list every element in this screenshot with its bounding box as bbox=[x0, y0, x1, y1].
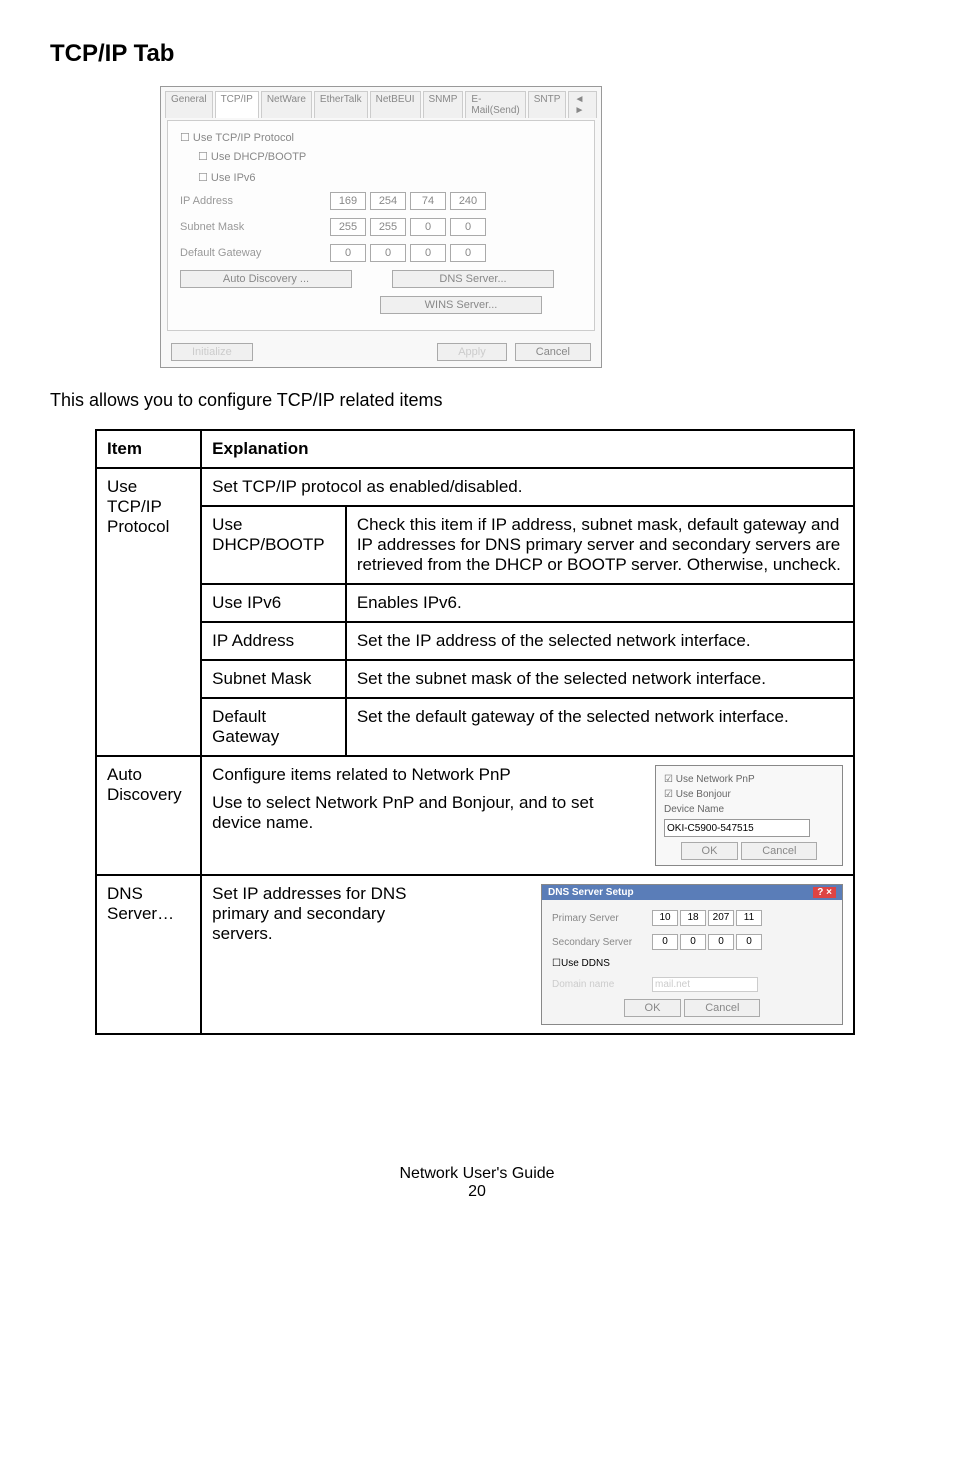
secondary-octet-3: 0 bbox=[708, 934, 734, 950]
item-auto-discovery: Auto Discovery bbox=[96, 756, 201, 875]
auto-discovery-dialog: ☑ Use Network PnP ☑ Use Bonjour Device N… bbox=[655, 765, 843, 866]
sub-subnet: Subnet Mask bbox=[201, 660, 346, 698]
desc-subnet: Set the subnet mask of the selected netw… bbox=[346, 660, 854, 698]
subnet-octet-2: 255 bbox=[370, 218, 406, 236]
subnet-octet-1: 255 bbox=[330, 218, 366, 236]
device-name-label: Device Name bbox=[664, 804, 834, 815]
use-tcpip-checkbox: ☐ Use TCP/IP Protocol bbox=[180, 131, 582, 144]
dns-server-dialog: DNS Server Setup ? × Primary Server 10 1… bbox=[541, 884, 843, 1025]
expl-dns-server: Set IP addresses for DNS primary and sec… bbox=[201, 875, 854, 1034]
ip-octet-4: 240 bbox=[450, 192, 486, 210]
sub-ipv6: Use IPv6 bbox=[201, 584, 346, 622]
use-ipv6-checkbox: ☐ Use IPv6 bbox=[198, 171, 582, 184]
expl-use-tcpip: Set TCP/IP protocol as enabled/disabled. bbox=[201, 468, 854, 506]
footer-page-number: 20 bbox=[50, 1183, 904, 1201]
tab-email: E-Mail(Send) bbox=[465, 91, 525, 118]
auto-disc-line1: Configure items related to Network PnP bbox=[212, 765, 643, 785]
ip-octet-1: 169 bbox=[330, 192, 366, 210]
gw-octet-1: 0 bbox=[330, 244, 366, 262]
domain-name-label: Domain name bbox=[552, 979, 652, 990]
primary-octet-2: 18 bbox=[680, 910, 706, 926]
device-name-input bbox=[664, 819, 810, 837]
gw-octet-2: 0 bbox=[370, 244, 406, 262]
use-ipv6-label: Use IPv6 bbox=[211, 172, 256, 184]
footer-guide: Network User's Guide bbox=[50, 1165, 904, 1183]
use-dhcp-checkbox: ☐ Use DHCP/BOOTP bbox=[198, 150, 582, 163]
dlg-ok-button: OK bbox=[681, 842, 739, 860]
intro-text: This allows you to configure TCP/IP rela… bbox=[50, 390, 904, 411]
item-dns-server: DNS Server… bbox=[96, 875, 201, 1034]
gw-octet-4: 0 bbox=[450, 244, 486, 262]
use-ddns-checkbox: ☐ Use DDNS bbox=[552, 958, 832, 969]
dns-desc: Set IP addresses for DNS primary and sec… bbox=[212, 884, 412, 944]
sub-ipaddr: IP Address bbox=[201, 622, 346, 660]
dns-ok-button: OK bbox=[624, 999, 682, 1017]
desc-dhcp: Check this item if IP address, subnet ma… bbox=[346, 506, 854, 584]
gw-label: Default Gateway bbox=[180, 247, 330, 259]
auto-discovery-button: Auto Discovery ... bbox=[180, 270, 352, 288]
tab-netbeui: NetBEUI bbox=[370, 91, 421, 118]
dns-dialog-close-icon: ? × bbox=[813, 887, 836, 898]
inner-panel: ☐ Use TCP/IP Protocol ☐ Use DHCP/BOOTP ☐… bbox=[167, 120, 595, 331]
page-footer: Network User's Guide 20 bbox=[50, 1165, 904, 1201]
tab-sntp: SNTP bbox=[528, 91, 567, 118]
primary-octet-1: 10 bbox=[652, 910, 678, 926]
subnet-octet-3: 0 bbox=[410, 218, 446, 236]
tab-general: General bbox=[165, 91, 213, 118]
page-title: TCP/IP Tab bbox=[50, 40, 904, 68]
tab-strip: General TCP/IP NetWare EtherTalk NetBEUI… bbox=[161, 87, 601, 118]
wins-server-button: WINS Server... bbox=[380, 296, 542, 314]
subnet-octet-4: 0 bbox=[450, 218, 486, 236]
item-use-tcpip: Use TCP/IP Protocol bbox=[96, 468, 201, 756]
use-tcpip-label: Use TCP/IP Protocol bbox=[193, 132, 294, 144]
sub-dhcp: Use DHCP/BOOTP bbox=[201, 506, 346, 584]
tab-tcpip: TCP/IP bbox=[215, 91, 259, 118]
secondary-octet-1: 0 bbox=[652, 934, 678, 950]
ip-address-label: IP Address bbox=[180, 195, 330, 207]
use-bonjour-checkbox: ☑ Use Bonjour bbox=[664, 789, 834, 800]
use-ddns-label: Use DDNS bbox=[561, 958, 610, 969]
secondary-octet-4: 0 bbox=[736, 934, 762, 950]
sub-gw: Default Gateway bbox=[201, 698, 346, 756]
ip-octet-3: 74 bbox=[410, 192, 446, 210]
secondary-octet-2: 0 bbox=[680, 934, 706, 950]
primary-octet-4: 11 bbox=[736, 910, 762, 926]
explanation-table: Item Explanation Use TCP/IP Protocol Set… bbox=[95, 429, 855, 1035]
primary-octet-3: 207 bbox=[708, 910, 734, 926]
th-item: Item bbox=[96, 430, 201, 468]
dns-cancel-button: Cancel bbox=[684, 999, 760, 1017]
desc-ipv6: Enables IPv6. bbox=[346, 584, 854, 622]
tab-netware: NetWare bbox=[261, 91, 312, 118]
tcpip-tab-screenshot: General TCP/IP NetWare EtherTalk NetBEUI… bbox=[160, 86, 602, 368]
tab-arrows: ◄ ► bbox=[568, 91, 597, 118]
use-pnp-checkbox: ☑ Use Network PnP bbox=[664, 774, 834, 785]
desc-ipaddr: Set the IP address of the selected netwo… bbox=[346, 622, 854, 660]
subnet-label: Subnet Mask bbox=[180, 221, 330, 233]
cancel-button: Cancel bbox=[515, 343, 591, 361]
dlg-cancel-button: Cancel bbox=[741, 842, 817, 860]
dns-server-button: DNS Server... bbox=[392, 270, 554, 288]
domain-name-input bbox=[652, 977, 758, 992]
gw-octet-3: 0 bbox=[410, 244, 446, 262]
desc-gw: Set the default gateway of the selected … bbox=[346, 698, 854, 756]
initialize-button: Initialize bbox=[171, 343, 253, 361]
secondary-server-label: Secondary Server bbox=[552, 937, 652, 948]
tab-snmp: SNMP bbox=[423, 91, 464, 118]
use-dhcp-label: Use DHCP/BOOTP bbox=[211, 151, 306, 163]
th-explanation: Explanation bbox=[201, 430, 854, 468]
tab-ethertalk: EtherTalk bbox=[314, 91, 368, 118]
dns-dialog-title: DNS Server Setup bbox=[548, 887, 634, 898]
primary-server-label: Primary Server bbox=[552, 913, 652, 924]
apply-button: Apply bbox=[437, 343, 507, 361]
use-bonjour-label: Use Bonjour bbox=[676, 789, 731, 800]
ip-octet-2: 254 bbox=[370, 192, 406, 210]
use-pnp-label: Use Network PnP bbox=[676, 774, 755, 785]
auto-disc-line2: Use to select Network PnP and Bonjour, a… bbox=[212, 793, 643, 833]
expl-auto-discovery: Configure items related to Network PnP U… bbox=[201, 756, 854, 875]
